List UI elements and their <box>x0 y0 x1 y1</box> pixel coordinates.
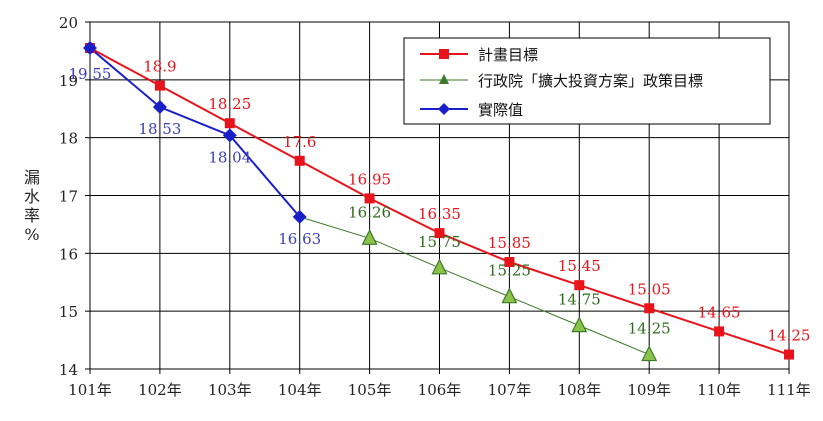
y-tick-label: 15 <box>59 303 78 321</box>
data-point-square <box>224 118 235 129</box>
data-label: 14.75 <box>558 291 601 309</box>
data-label: 15.05 <box>628 280 671 298</box>
y-axis-label-char: 漏 <box>23 168 40 187</box>
x-tick-label: 106年 <box>418 381 462 399</box>
data-point-triangle <box>431 258 448 275</box>
x-tick-label: 103年 <box>208 381 252 399</box>
y-axis-label-char: % <box>24 225 40 244</box>
data-point-square <box>364 193 375 204</box>
data-label: 15.45 <box>558 257 601 275</box>
y-tick-label: 20 <box>59 14 78 32</box>
x-tick-label: 105年 <box>348 381 392 399</box>
data-point-diamond <box>83 41 97 56</box>
data-label: 15.85 <box>488 234 531 252</box>
x-tick-label: 110年 <box>697 381 741 399</box>
data-label: 15.25 <box>488 262 531 280</box>
data-label: 16.63 <box>278 230 321 248</box>
legend-label: 計畫目標 <box>478 46 538 64</box>
data-label: 18.9 <box>143 58 176 76</box>
data-label: 14.65 <box>698 303 741 321</box>
x-tick-label: 101年 <box>68 381 112 399</box>
y-tick-label: 18 <box>59 130 78 148</box>
data-label: 17.6 <box>283 133 316 151</box>
x-tick-label: 109年 <box>627 381 671 399</box>
data-label: 18.53 <box>138 120 181 138</box>
data-point-triangle <box>641 345 658 362</box>
data-point-square <box>434 228 445 239</box>
data-label: 16.35 <box>418 205 461 223</box>
data-label: 18.25 <box>208 95 251 113</box>
data-point-square <box>784 349 794 360</box>
data-point-diamond <box>292 209 307 224</box>
data-label: 14.25 <box>768 327 811 345</box>
data-point-square <box>154 80 165 91</box>
x-tick-label: 104年 <box>278 381 322 399</box>
x-tick-label: 102年 <box>138 381 182 399</box>
y-axis-label-char: 水 <box>23 187 40 206</box>
data-point-square <box>294 155 305 166</box>
y-tick-label: 17 <box>59 188 78 206</box>
y-tick-label: 14 <box>59 361 78 379</box>
y-axis-label: 漏 水 率 % <box>22 168 42 244</box>
y-tick-label: 16 <box>59 245 78 263</box>
y-tick-label: 19 <box>59 72 78 90</box>
legend-label: 行政院「擴大投資方案」政策目標 <box>478 72 703 90</box>
data-point-square <box>714 326 725 337</box>
data-point-diamond <box>222 128 237 143</box>
data-point-triangle <box>361 228 378 245</box>
legend-marker-triangle <box>439 74 449 84</box>
data-label: 16.95 <box>348 170 391 188</box>
data-point-diamond <box>152 100 167 115</box>
x-tick-label: 107年 <box>488 381 532 399</box>
data-point-square <box>504 257 515 268</box>
data-label: 15.75 <box>418 233 461 251</box>
data-label: 18.04 <box>208 148 251 166</box>
data-label: 14.25 <box>628 320 671 338</box>
data-point-triangle <box>501 287 518 304</box>
x-tick-label: 111年 <box>767 381 811 399</box>
x-tick-label: 108年 <box>557 381 601 399</box>
y-axis-label-char: 率 <box>23 206 40 225</box>
data-point-square <box>644 303 655 314</box>
legend-label: 實際值 <box>478 101 523 119</box>
data-point-triangle <box>571 316 588 333</box>
series-line <box>299 216 650 356</box>
data-label: 19.55 <box>69 65 112 83</box>
legend-marker-diamond <box>438 103 450 115</box>
series-line <box>89 47 301 218</box>
data-label: 16.26 <box>348 203 391 221</box>
legend-marker-square <box>439 49 449 59</box>
data-point-square <box>574 280 585 291</box>
